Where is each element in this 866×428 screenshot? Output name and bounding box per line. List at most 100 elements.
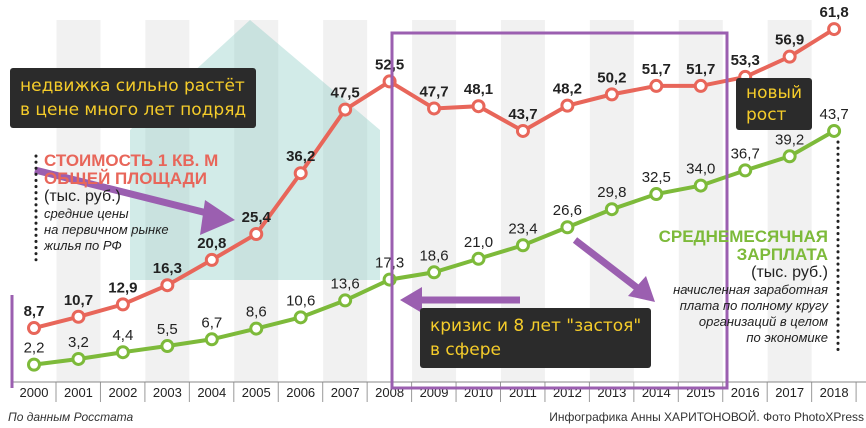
- price-data-label: 12,9: [108, 279, 137, 296]
- salary-data-label: 21,0: [464, 234, 493, 251]
- price-data-label: 43,7: [508, 106, 537, 123]
- annotation-text: в сфере: [430, 340, 502, 360]
- salary-data-label: 36,7: [731, 145, 760, 162]
- salary-point: [160, 339, 175, 354]
- annotation-text: рост: [746, 105, 787, 125]
- salary-data-label: 5,5: [157, 321, 178, 338]
- price-point: [649, 78, 664, 93]
- price-data-label: 51,7: [686, 61, 715, 78]
- salary-point: [115, 345, 130, 360]
- salary-legend: СРЕДНЕМЕСЯЧНАЯ ЗАРПЛАТА (тыс. руб.) начи…: [659, 228, 828, 346]
- salary-legend-title: СРЕДНЕМЕСЯЧНАЯ: [658, 227, 828, 246]
- x-tick-label: 2002: [108, 385, 137, 400]
- salary-point: [560, 220, 575, 235]
- salary-point: [293, 310, 308, 325]
- price-data-label: 25,4: [242, 209, 272, 226]
- x-tick-label: 2004: [197, 385, 226, 400]
- price-data-label: 52,5: [375, 56, 404, 73]
- salary-point: [471, 251, 486, 266]
- credit-note: Инфографика Анны ХАРИТОНОВОЙ. Фото Photo…: [549, 410, 864, 424]
- salary-legend-note: по экономике: [746, 330, 828, 345]
- price-legend-note: средние цены: [44, 206, 129, 221]
- salary-point: [604, 202, 619, 217]
- price-data-label: 48,1: [464, 81, 493, 98]
- price-point: [338, 102, 353, 117]
- price-point: [115, 297, 130, 312]
- salary-data-label: 6,7: [201, 314, 222, 331]
- salary-point: [204, 332, 219, 347]
- annotation-growth: недвижка сильно растёт в цене много лет …: [10, 68, 257, 128]
- price-data-label: 56,9: [775, 32, 804, 49]
- price-data-label: 48,2: [553, 81, 582, 98]
- annotation-text: новый: [746, 83, 803, 103]
- price-point: [471, 99, 486, 114]
- price-data-label: 16,3: [153, 260, 182, 277]
- price-point: [27, 321, 41, 336]
- price-point: [782, 49, 797, 64]
- price-data-label: 50,2: [597, 69, 626, 86]
- annotation-text: в цене много лет подряд: [20, 100, 247, 120]
- salary-data-label: 34,0: [686, 161, 715, 178]
- price-data-label: 47,5: [331, 85, 360, 102]
- salary-point: [71, 351, 86, 366]
- annotation-text: недвижка сильно растёт: [20, 76, 245, 96]
- price-data-label: 10,7: [64, 292, 93, 309]
- price-point: [560, 98, 575, 113]
- annotation-new-growth: новый рост: [736, 78, 813, 130]
- salary-point: [693, 178, 708, 193]
- price-point: [160, 278, 175, 293]
- price-legend-note: жилья по РФ: [44, 238, 122, 253]
- price-point: [604, 87, 619, 102]
- salary-point: [249, 321, 264, 336]
- x-tick-label: 2003: [153, 385, 182, 400]
- annotation-text: кризис и 8 лет "застоя": [430, 316, 642, 336]
- salary-legend-unit: (тыс. руб.): [751, 264, 828, 281]
- x-tick-label: 2017: [775, 385, 804, 400]
- x-tick-label: 2016: [731, 385, 760, 400]
- price-data-label: 20,8: [197, 235, 226, 252]
- stagnation-highlight-box: [390, 31, 729, 390]
- price-point: [693, 78, 708, 93]
- salary-data-label: 32,5: [642, 169, 671, 186]
- x-tick-label: 2000: [20, 385, 49, 400]
- x-tick-label: 2007: [331, 385, 360, 400]
- salary-legend-note: начисленная заработная: [673, 282, 828, 297]
- salary-data-label: 4,4: [112, 327, 133, 344]
- salary-point: [27, 357, 41, 372]
- x-tick-label: 2005: [242, 385, 271, 400]
- salary-data-label: 3,2: [68, 334, 89, 351]
- price-point: [204, 252, 219, 267]
- x-tick-label: 2006: [286, 385, 315, 400]
- price-point: [827, 22, 842, 37]
- salary-data-label: 8,6: [246, 304, 267, 321]
- salary-data-label: 43,7: [819, 106, 848, 123]
- price-data-label: 51,7: [642, 61, 671, 78]
- salary-data-label: 10,6: [286, 292, 315, 309]
- price-data-label: 8,7: [24, 303, 45, 320]
- salary-data-label: 2,2: [24, 340, 45, 357]
- dotted-legend-lines: [34, 140, 840, 352]
- price-legend: СТОИМОСТЬ 1 КВ. М ОБЩЕЙ ПЛОЩАДИ (тыс. ру…: [44, 152, 218, 254]
- salary-point: [782, 149, 797, 164]
- price-point: [427, 101, 442, 116]
- salary-point: [515, 238, 530, 253]
- salary-legend-note: организаций в целом: [698, 314, 828, 329]
- salary-point: [738, 163, 753, 178]
- salary-point: [427, 265, 442, 280]
- x-tick-label: 2018: [820, 385, 849, 400]
- salary-data-label: 17,3: [375, 255, 404, 272]
- price-point: [515, 123, 530, 138]
- salary-data-label: 13,6: [331, 275, 360, 292]
- salary-data-label: 23,4: [508, 220, 537, 237]
- price-data-label: 61,8: [819, 4, 848, 21]
- price-point: [71, 309, 86, 324]
- salary-data-label: 39,2: [775, 131, 804, 148]
- source-note: По данным Росстата: [8, 410, 134, 424]
- price-legend-unit: (тыс. руб.): [44, 188, 121, 205]
- salary-point: [649, 187, 664, 202]
- price-legend-title-2: ОБЩЕЙ ПЛОЩАДИ: [44, 169, 207, 188]
- price-data-label: 53,3: [731, 52, 760, 69]
- annotation-stagnation: кризис и 8 лет "застоя" в сфере: [420, 308, 652, 368]
- price-data-label: 36,2: [286, 148, 315, 165]
- salary-data-label: 26,6: [553, 202, 582, 219]
